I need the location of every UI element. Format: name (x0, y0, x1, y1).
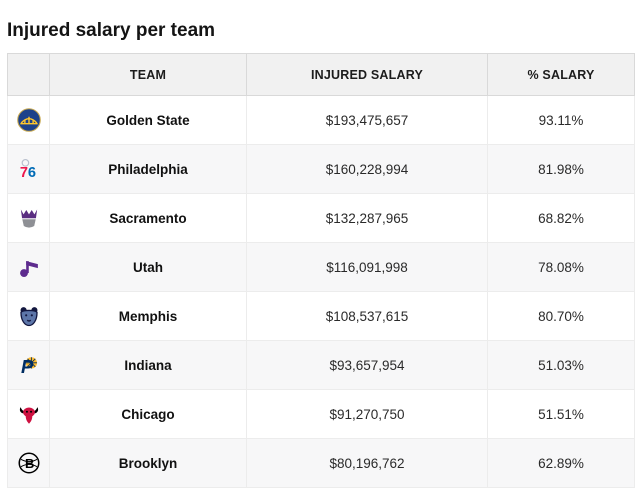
column-header-injured-salary: INJURED SALARY (246, 53, 488, 96)
team-logo-cell (7, 95, 50, 145)
injured-salary-table: TEAM INJURED SALARY % SALARY Golden Stat… (7, 53, 635, 488)
team-logo-cell (7, 389, 50, 439)
table-row: Utah $116,091,998 78.08% (7, 242, 635, 292)
svg-text:7: 7 (19, 165, 27, 181)
brooklyn-nets-logo-icon: B (16, 450, 42, 476)
memphis-grizzlies-logo-icon (16, 303, 42, 329)
team-logo-cell: P (7, 340, 50, 390)
team-name: Sacramento (49, 193, 247, 243)
column-header-pct-salary: % SALARY (487, 53, 635, 96)
page-title: Injured salary per team (7, 20, 216, 41)
team-name: Philadelphia (49, 144, 247, 194)
team-name: Indiana (49, 340, 247, 390)
injured-salary-value: $132,287,965 (246, 193, 488, 243)
pct-salary-value: 51.51% (487, 389, 635, 439)
table-header: TEAM INJURED SALARY % SALARY (7, 53, 635, 96)
team-logo-cell (7, 291, 50, 341)
pct-salary-value: 68.82% (487, 193, 635, 243)
pct-salary-value: 78.08% (487, 242, 635, 292)
pct-salary-value: 93.11% (487, 95, 635, 145)
injured-salary-value: $116,091,998 (246, 242, 488, 292)
team-name: Utah (49, 242, 247, 292)
table-row: B Brooklyn $80,196,762 62.89% (7, 438, 635, 488)
team-name: Chicago (49, 389, 247, 439)
team-logo-cell (7, 242, 50, 292)
pct-salary-value: 51.03% (487, 340, 635, 390)
table-row: Memphis $108,537,615 80.70% (7, 291, 635, 341)
team-logo-cell (7, 193, 50, 243)
table-header-row: TEAM INJURED SALARY % SALARY (7, 53, 635, 96)
table-row: Sacramento $132,287,965 68.82% (7, 193, 635, 243)
golden-state-warriors-logo-icon (16, 107, 42, 133)
table-body: Golden State $193,475,657 93.11% 7 6 Philad… (7, 95, 635, 488)
philadelphia-76ers-logo-icon: 7 6 (16, 156, 42, 182)
pct-salary-value: 81.98% (487, 144, 635, 194)
column-header-logo (7, 53, 50, 96)
sacramento-kings-logo-icon (16, 205, 42, 231)
team-name: Golden State (49, 95, 247, 145)
injured-salary-value: $93,657,954 (246, 340, 488, 390)
team-logo-cell: 7 6 (7, 144, 50, 194)
utah-jazz-logo-icon (16, 254, 42, 280)
injured-salary-value: $80,196,762 (246, 438, 488, 488)
indiana-pacers-logo-icon: P (16, 352, 42, 378)
table-row: P Indiana $93,657,954 51.03% (7, 340, 635, 390)
team-name: Brooklyn (49, 438, 247, 488)
pct-salary-value: 80.70% (487, 291, 635, 341)
team-name: Memphis (49, 291, 247, 341)
table-row: Golden State $193,475,657 93.11% (7, 95, 635, 145)
injured-salary-value: $91,270,750 (246, 389, 488, 439)
injured-salary-value: $160,228,994 (246, 144, 488, 194)
pct-salary-value: 62.89% (487, 438, 635, 488)
column-header-team: TEAM (49, 53, 247, 96)
svg-text:P: P (20, 356, 33, 377)
svg-text:6: 6 (27, 165, 35, 181)
injured-salary-value: $108,537,615 (246, 291, 488, 341)
table-row: 7 6 Philadelphia $160,228,994 81.98% (7, 144, 635, 194)
table-row: Chicago $91,270,750 51.51% (7, 389, 635, 439)
team-logo-cell: B (7, 438, 50, 488)
chicago-bulls-logo-icon (16, 401, 42, 427)
injured-salary-value: $193,475,657 (246, 95, 488, 145)
svg-text:B: B (24, 456, 33, 471)
